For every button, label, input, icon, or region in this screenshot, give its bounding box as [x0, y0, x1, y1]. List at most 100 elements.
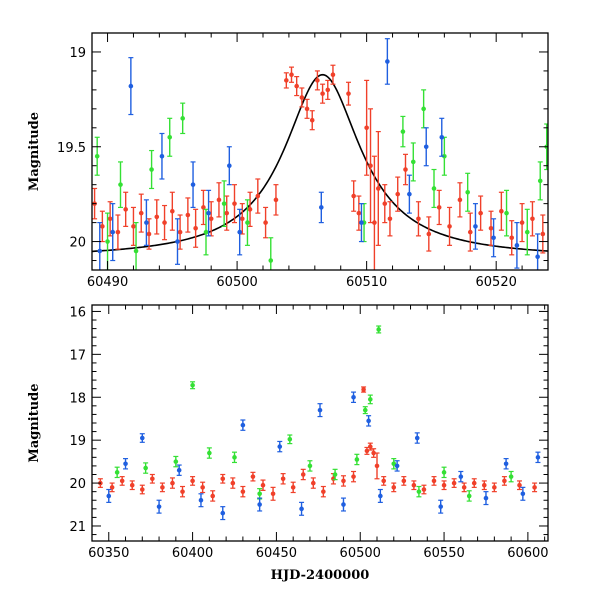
data-point — [169, 477, 175, 489]
data-point — [451, 478, 457, 488]
data-point — [436, 189, 442, 226]
model-fit-curve — [92, 73, 548, 253]
data-point — [294, 76, 300, 97]
data-point — [488, 210, 494, 246]
data-point — [384, 38, 390, 85]
data-point — [244, 199, 250, 246]
data-point — [128, 57, 134, 116]
data-point — [185, 197, 191, 233]
data-point — [481, 480, 487, 491]
data-point — [180, 102, 186, 135]
data-point — [173, 455, 179, 468]
data-point — [232, 451, 237, 464]
data-point — [478, 195, 484, 231]
data-point — [441, 466, 447, 479]
data-point — [190, 161, 196, 209]
data-point — [94, 136, 100, 176]
data-point — [467, 212, 473, 252]
y-axis-title: Magnitude — [27, 112, 42, 191]
data-point — [304, 98, 310, 119]
data-point — [159, 482, 165, 493]
data-point — [309, 110, 315, 131]
data-point — [130, 206, 136, 246]
data-point — [535, 451, 541, 464]
data-point — [509, 220, 515, 256]
data-point — [325, 79, 331, 100]
data-point — [99, 210, 105, 243]
data-point — [498, 191, 504, 231]
data-point — [320, 83, 326, 104]
data-point — [426, 216, 432, 252]
data-point — [143, 199, 149, 246]
y-tick-label: 18 — [69, 391, 86, 406]
data-point — [240, 419, 246, 431]
data-point — [260, 479, 266, 491]
data-point — [414, 432, 420, 444]
data-point — [115, 214, 121, 250]
data-point — [149, 149, 155, 190]
data-point — [314, 70, 320, 91]
data-point — [411, 480, 417, 491]
data-point — [320, 485, 326, 498]
data-point — [416, 485, 422, 498]
plot-frame-top — [91, 32, 549, 271]
data-point — [374, 452, 380, 480]
data-point — [138, 193, 144, 233]
data-point — [268, 237, 274, 270]
data-point — [307, 460, 313, 472]
data-point — [110, 203, 116, 262]
data-point — [200, 481, 206, 494]
data-point — [139, 433, 145, 443]
data-point — [431, 476, 437, 486]
data-point — [346, 81, 351, 106]
data-point — [514, 222, 520, 269]
data-point — [206, 189, 212, 237]
data-point — [367, 442, 373, 451]
x-tick-label: 60450 — [256, 546, 297, 561]
data-point — [540, 214, 546, 254]
data-point — [154, 199, 160, 235]
data-point — [354, 453, 360, 466]
data-point — [340, 475, 346, 487]
data-point — [156, 499, 162, 514]
x-tick-label: 60350 — [88, 546, 129, 561]
data-point — [210, 490, 216, 502]
data-point — [216, 182, 222, 218]
x-tick-label: 60600 — [507, 546, 548, 561]
data-point — [351, 180, 357, 212]
y-tick-label: 20 — [69, 236, 86, 251]
data-point — [519, 203, 525, 243]
data-point — [177, 214, 183, 250]
data-point — [224, 195, 230, 231]
data-point — [119, 476, 125, 486]
data-point — [371, 448, 377, 458]
data-point — [310, 477, 316, 489]
data-point — [198, 493, 204, 508]
data-point — [318, 191, 324, 224]
data-point — [364, 79, 370, 176]
data-point — [149, 473, 155, 484]
y-tick-label: 16 — [69, 305, 86, 320]
data-point — [351, 391, 357, 404]
data-point — [206, 447, 212, 459]
data-point — [504, 189, 510, 237]
x-tick-label: 60500 — [216, 275, 257, 290]
x-tick-label: 60490 — [87, 275, 128, 290]
data-point — [290, 481, 296, 494]
data-point — [255, 178, 261, 214]
data-point — [162, 204, 168, 241]
data-point — [403, 153, 408, 186]
data-point — [118, 161, 123, 209]
data-point — [237, 208, 243, 256]
data-point — [97, 478, 103, 488]
data-point — [491, 218, 497, 258]
data-point — [250, 471, 256, 482]
data-point — [123, 191, 129, 227]
data-point — [439, 117, 445, 157]
y-tick-label: 19 — [69, 434, 86, 449]
series-blue — [97, 38, 541, 270]
data-point — [368, 108, 374, 224]
data-point — [273, 184, 279, 216]
data-point — [410, 142, 416, 182]
